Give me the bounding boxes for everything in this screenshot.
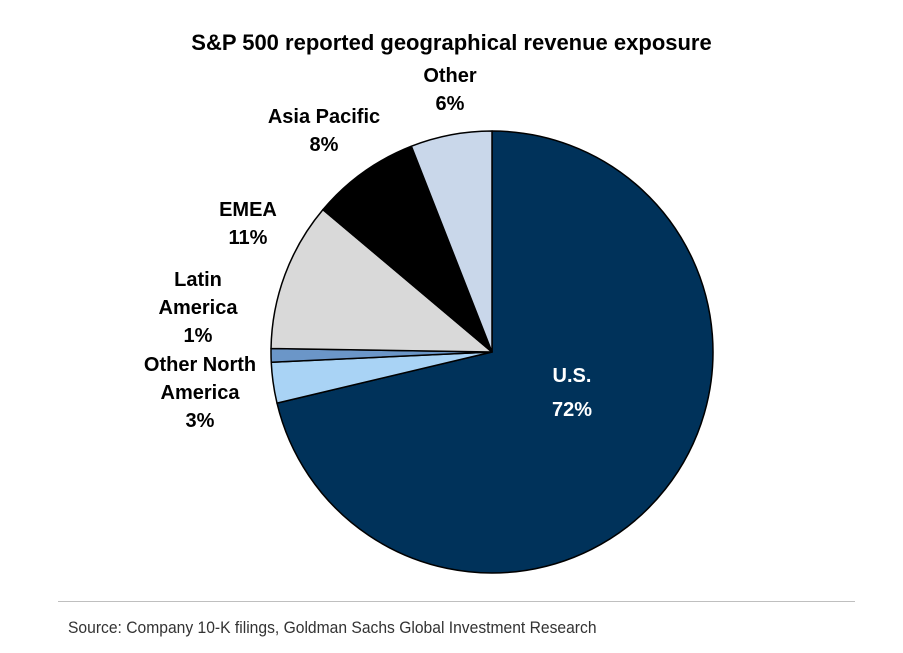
slice-label-line: 72% [552,399,592,421]
slice-label-line: EMEA [219,199,277,221]
pie-slices [270,130,714,574]
slice-label-1: Other North America 3% [144,354,256,432]
pie-slice-4 [322,145,493,353]
slice-label-line: America [159,297,239,319]
pie-slice-5 [410,130,493,353]
divider [58,601,855,602]
pie-slice-3 [270,208,493,353]
pie-labels: U.S. 72% Other North America 3% Latin America 1… [144,65,592,432]
slice-label-line: U.S. [553,365,592,387]
slice-label-line: 3% [186,410,215,432]
slice-label-line: Other [423,65,477,87]
slice-label-line: 6% [436,93,465,115]
slice-label-line: Latin [174,269,222,291]
slice-label-5: Other 6% [423,65,477,115]
slice-label-line: 1% [184,325,213,347]
slice-label-4: Asia Pacific 8% [268,106,380,156]
slice-label-line: 11% [229,227,268,249]
chart-title: S&P 500 reported geographical revenue ex… [191,30,712,55]
slice-label-line: 8% [310,134,339,156]
slice-label-2: Latin America 1% [159,269,239,347]
slice-label-line: Asia Pacific [268,106,380,128]
slice-label-line: Other North [144,354,256,376]
slice-label-line: America [161,382,241,404]
pie-slice-0 [276,130,714,574]
slice-label-0: U.S. 72% [552,365,592,421]
slice-label-3: EMEA 11% [219,199,277,249]
source-note: Source: Company 10-K filings, Goldman Sa… [68,618,597,637]
pie-chart: U.S. 72% Other North America 3% Latin America 1… [144,65,714,574]
